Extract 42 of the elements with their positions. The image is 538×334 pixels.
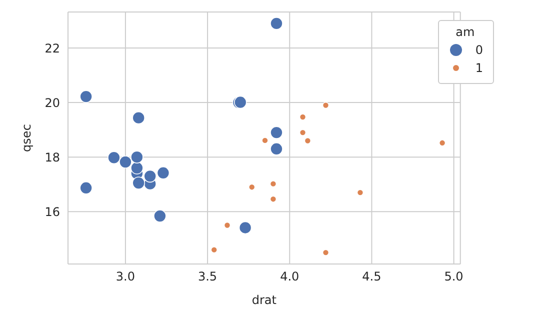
point [270,196,277,202]
point [270,126,283,139]
point [224,222,231,229]
point [210,246,218,254]
y-tick-label: 16 [44,204,60,219]
y-tick-label: 18 [44,150,60,164]
x-axis-title: drat [252,293,277,307]
legend-label: 0 [475,43,483,57]
x-tick-label: 5.0 [444,270,464,284]
point [108,151,120,164]
point [322,249,330,256]
y-tick-label: 22 [44,41,60,56]
point [130,162,144,174]
point [144,170,156,183]
point [262,137,268,144]
point [322,102,330,109]
point [299,129,306,136]
point [156,166,170,180]
point [356,189,364,196]
point [119,156,132,168]
point [438,140,446,146]
point [130,150,144,164]
y-tick-label: 20 [44,96,60,110]
legend-title: am [454,25,476,39]
y-axis-title: qsec [19,124,34,152]
point [132,176,145,190]
point [80,182,92,194]
x-tick-label: 3.0 [116,270,136,284]
x-tick-label: 4.5 [362,270,382,284]
point [238,221,252,234]
legend-label: 1 [475,61,483,75]
x-tick-label: 3.5 [198,270,218,284]
point [80,90,92,103]
x-tick-label: 4.0 [280,270,300,284]
point [270,17,283,30]
point [154,210,166,222]
point [299,114,306,120]
point [248,184,256,190]
point [270,142,283,156]
point [304,137,312,144]
point [132,111,145,124]
point [270,180,277,188]
